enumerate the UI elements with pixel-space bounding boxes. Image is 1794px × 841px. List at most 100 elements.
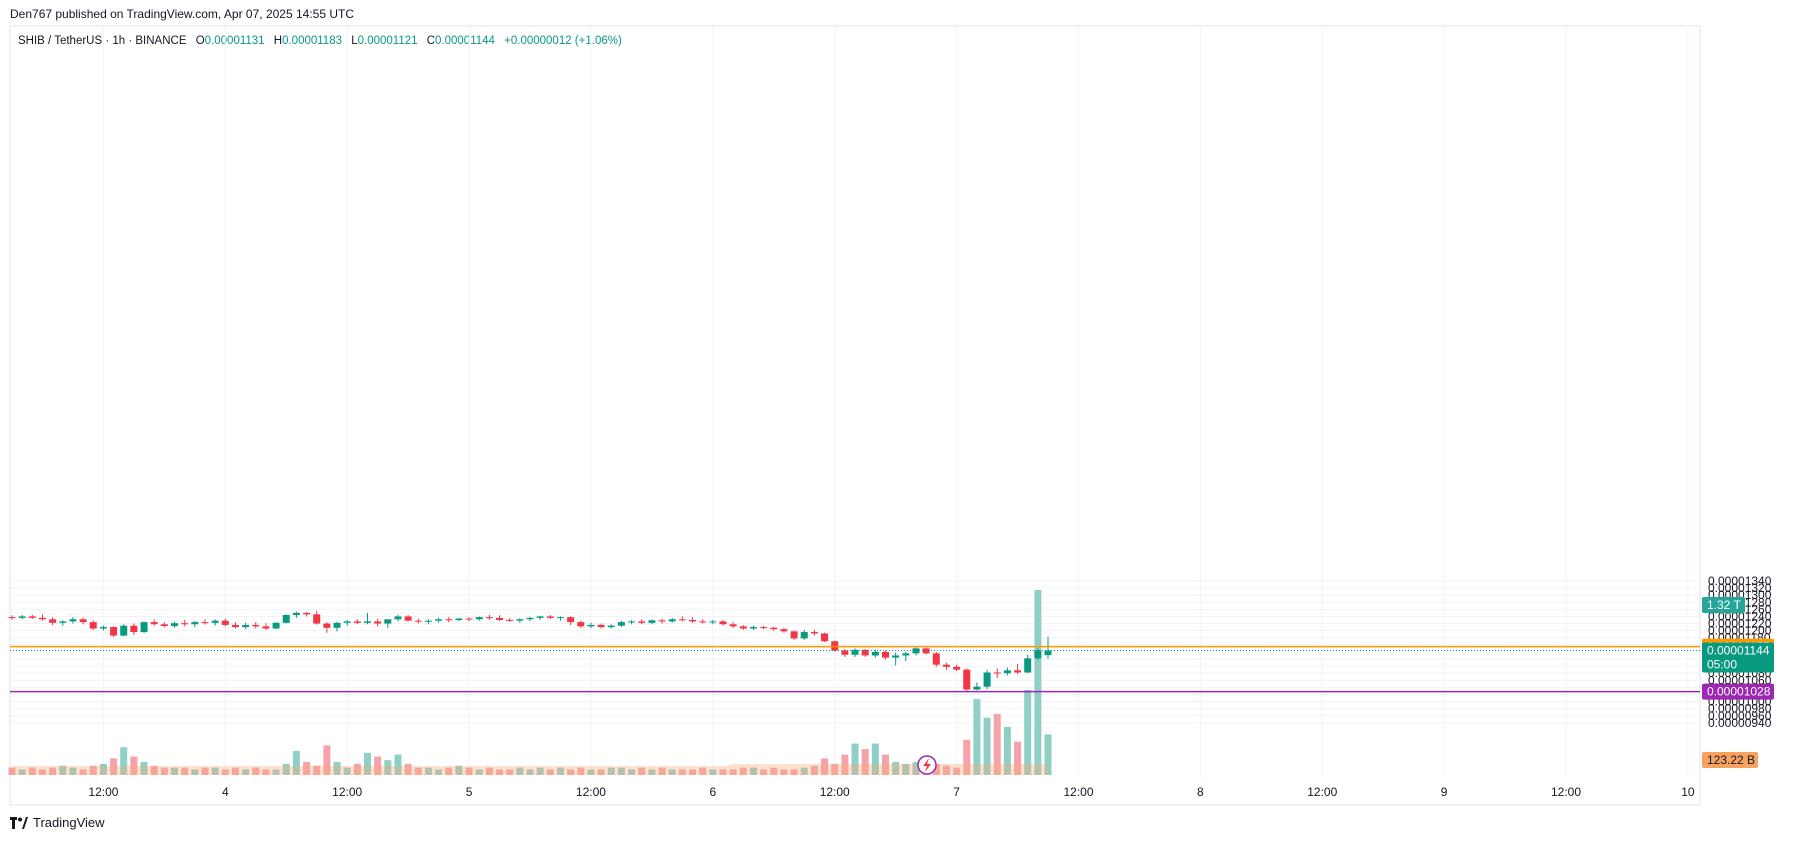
candle-body [1024, 658, 1032, 673]
volume-bar [1034, 590, 1042, 775]
volume-bar [303, 762, 311, 775]
volume-bar [1003, 726, 1011, 775]
volume-bar [171, 767, 179, 775]
candle-body [455, 618, 463, 620]
candle-body [536, 616, 544, 618]
volume-bar [475, 769, 483, 775]
volume-bar [709, 769, 717, 775]
symbol-legend: SHIB / TetherUS · 1h · BINANCE O0.000011… [18, 35, 622, 47]
candles [8, 611, 1052, 692]
lightning-icon[interactable] [917, 755, 937, 775]
y-tick-label: 0.00001220 [1708, 617, 1772, 631]
support-price-tag [1702, 683, 1774, 700]
tradingview-logo[interactable]: TradingView [10, 815, 105, 830]
volume-bar [760, 769, 768, 775]
candle-body [821, 633, 829, 642]
x-tick-label: 12:00 [576, 785, 606, 799]
candle-body [292, 612, 300, 616]
volume-bar [770, 767, 778, 775]
candle-body [567, 617, 575, 623]
candle-body [49, 619, 57, 623]
volume-bar [110, 758, 118, 775]
volume-bar [120, 747, 128, 775]
legend-high-label: H [273, 35, 283, 47]
candle-body [99, 627, 107, 629]
candle-body [485, 617, 493, 619]
volume-bar [414, 767, 422, 775]
horizontal-levels[interactable] [10, 645, 1700, 693]
volume-bar [242, 769, 250, 775]
candle-body [719, 621, 727, 625]
candle-body [150, 622, 158, 625]
candle-body [638, 621, 646, 623]
candle-body [628, 621, 636, 623]
volume-bar [567, 769, 575, 775]
time-axis[interactable]: 12:00 4 12:00 5 12:00 6 12:00 7 12:00 8 12:00 9 12:0… [88, 785, 1794, 799]
volume-bar [28, 767, 36, 775]
volume-ma-tag [1702, 752, 1758, 768]
volume-bar [993, 713, 1001, 775]
candle-body [303, 612, 311, 615]
candle-body [211, 620, 219, 623]
grid [10, 26, 1700, 778]
candle-body [424, 620, 432, 622]
volume-bar [140, 762, 148, 775]
volume-bar [821, 758, 829, 775]
x-tick-label: 12:00 [1551, 785, 1581, 799]
countdown-label: 05:00 [1707, 658, 1737, 672]
legend-low-label: L [351, 35, 358, 47]
candle-body [231, 624, 239, 628]
volume-bar [69, 767, 77, 775]
volume-bar [353, 763, 361, 775]
candle-body [587, 624, 595, 627]
volume-bar [871, 743, 879, 775]
volume-bar [638, 767, 646, 775]
volume-ma-area [12, 764, 1049, 775]
volume-bar [689, 769, 697, 775]
volume-bar [99, 763, 107, 775]
last-price-tag [1702, 642, 1774, 673]
x-tick-label: 12:00 [332, 785, 362, 799]
candle-body [191, 622, 199, 625]
volume-bar [445, 767, 453, 775]
candle-body [689, 619, 697, 622]
candle-body [394, 616, 402, 620]
volume-bar [983, 717, 991, 775]
volume-bar [211, 767, 219, 775]
volume-bar [38, 769, 46, 775]
candle-body [282, 615, 290, 623]
volume-bar [384, 760, 392, 775]
volume-tag [1702, 597, 1745, 613]
y-tick-label: 0.00000960 [1708, 709, 1772, 723]
legend-symbol[interactable]: SHIB / TetherUS · 1h · BINANCE [18, 35, 187, 47]
candle-body [699, 621, 707, 623]
candle-body [272, 622, 280, 629]
volume-bar [526, 769, 534, 775]
candle-body [79, 619, 87, 623]
x-tick-label: 6 [709, 785, 716, 799]
candle-body [780, 629, 788, 632]
volume-bar [699, 767, 707, 775]
volume-bar [160, 767, 168, 775]
candle-body [648, 620, 656, 623]
candle-body [790, 631, 798, 639]
candle-body [983, 672, 991, 687]
candle-body [953, 666, 961, 670]
volume-bar [882, 754, 890, 775]
volume-bar [587, 769, 595, 775]
candle-body [871, 651, 879, 656]
candle-body [496, 617, 504, 620]
candle-body [140, 622, 148, 633]
candle-body [18, 616, 26, 618]
candle-body [922, 648, 930, 654]
volume-bar [496, 769, 504, 775]
last-price-label: 0.00001144 [1707, 644, 1770, 658]
candle-body [221, 620, 229, 625]
volume-bar [374, 756, 382, 775]
x-tick-label: 5 [466, 785, 473, 799]
volume-bar [150, 765, 158, 775]
legend-close-label: C [426, 35, 436, 47]
volume-bar [628, 769, 636, 775]
volume-bar [973, 699, 981, 775]
